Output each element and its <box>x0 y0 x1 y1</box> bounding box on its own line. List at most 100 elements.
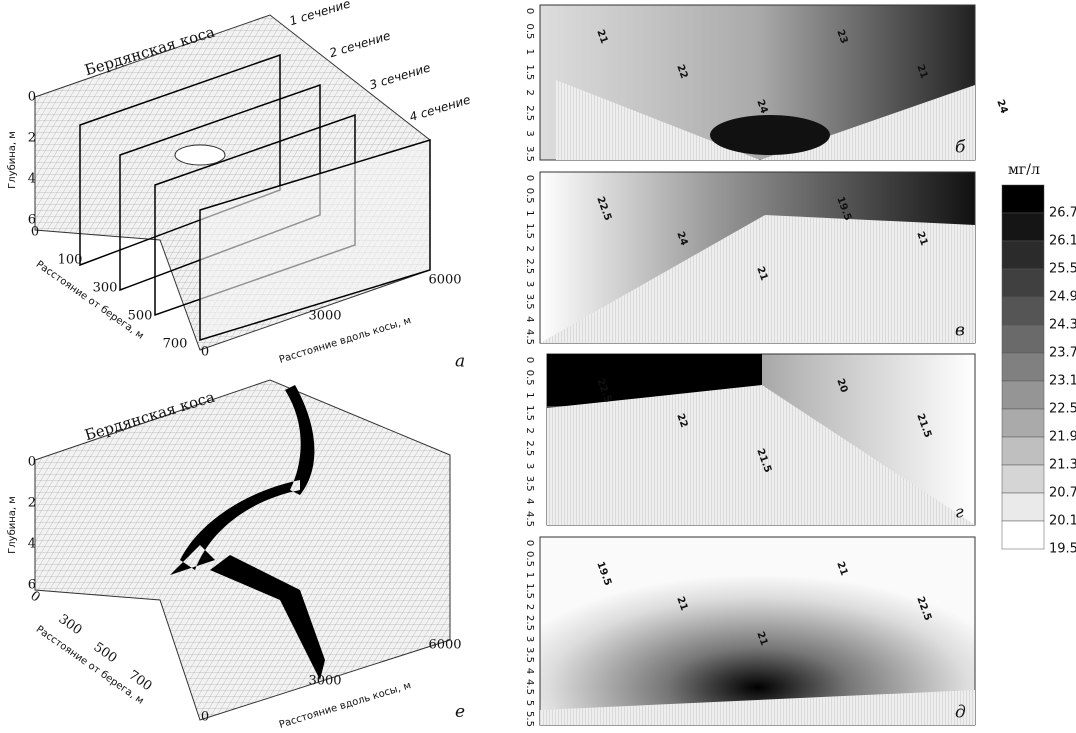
panel-letter: д <box>955 703 966 723</box>
colorbar-swatch <box>1002 297 1044 325</box>
depth-tick: 2 <box>524 245 535 251</box>
depth-tick: 2 <box>524 427 535 433</box>
x-label: Расстояние вдоль косы, м <box>278 315 413 366</box>
x-tick: 0 <box>201 345 209 360</box>
x-tick: 3000 <box>308 674 341 689</box>
x-tick: 3000 <box>308 309 341 324</box>
colorbar-swatch <box>1002 185 1044 213</box>
depth-tick: 1 <box>524 49 535 55</box>
depth-tick: 0.5 <box>524 23 535 39</box>
colorbar-tick: 23.1 <box>1049 374 1076 389</box>
depth-tick: 0.5 <box>524 370 535 386</box>
depth-tick: 5.5 <box>524 711 535 727</box>
colorbar-swatch <box>1002 493 1044 521</box>
depth-tick: 3.5 <box>524 294 535 310</box>
depth-tick: 4 <box>524 316 535 322</box>
depth-tick: 3.5 <box>524 476 535 492</box>
contour-label: 24 <box>994 98 1009 115</box>
y-tick: 500 <box>128 309 153 324</box>
colorbar-swatch <box>1002 325 1044 353</box>
z-tick: 4 <box>28 537 36 552</box>
y-label: Расстояние от берега, м <box>34 624 146 707</box>
depth-tick: 3.5 <box>524 146 535 162</box>
panel-letter: г <box>955 503 964 523</box>
depth-tick: 4.5 <box>524 679 535 695</box>
depth-tick: 2 <box>524 604 535 610</box>
x-tick: 6000 <box>428 273 461 288</box>
section-label: 2 сечение <box>328 28 392 60</box>
depth-tick: 2.5 <box>524 258 535 274</box>
z-tick: 2 <box>28 496 36 511</box>
y-tick: 700 <box>163 337 188 352</box>
section-label: 3 сечение <box>368 60 432 92</box>
depth-tick: 4 <box>524 498 535 504</box>
figure: Бердянская косаа0246Глубина, м0100300500… <box>0 0 1076 729</box>
depth-tick: 3 <box>524 636 535 642</box>
colorbar-swatch <box>1002 521 1044 549</box>
section-label: 1 сечение <box>288 0 352 28</box>
depth-tick: 4.5 <box>524 511 535 527</box>
depth-tick: 0 <box>524 175 535 181</box>
z-tick: 0 <box>28 455 36 470</box>
colorbar-swatch <box>1002 269 1044 297</box>
colorbar-tick: 25.5 <box>1049 262 1076 277</box>
depth-tick: 3 <box>524 463 535 469</box>
colorbar-swatch <box>1002 409 1044 437</box>
panel-letter: а <box>455 352 465 372</box>
depth-tick: 1.5 <box>524 583 535 599</box>
panel-letter: е <box>455 702 465 722</box>
colorbar-unit: мг/л <box>1008 162 1040 178</box>
y-tick: 100 <box>58 253 83 268</box>
depth-tick: 1 <box>524 392 535 398</box>
z-tick: 0 <box>28 90 36 105</box>
depth-tick: 1 <box>524 210 535 216</box>
colorbar-tick: 20.7 <box>1049 486 1076 501</box>
colorbar-tick: 19.5 <box>1049 542 1076 557</box>
colorbar-tick: 22.5 <box>1049 402 1076 417</box>
y-tick: 300 <box>93 281 118 296</box>
depth-tick: 3 <box>524 281 535 287</box>
y-tick: 0 <box>31 225 39 240</box>
depth-tick: 2 <box>524 90 535 96</box>
section-label: 4 сечение <box>408 92 472 124</box>
colorbar-swatch <box>1002 465 1044 493</box>
colorbar-swatch <box>1002 353 1044 381</box>
depth-tick: 3.5 <box>524 647 535 663</box>
depth-tick: 4 <box>524 668 535 674</box>
y-label: Расстояние от берега, м <box>34 259 146 342</box>
colorbar-tick: 23.7 <box>1049 346 1076 361</box>
colorbar-tick: 26.7 <box>1049 206 1076 221</box>
colorbar-swatch <box>1002 437 1044 465</box>
depth-tick: 1.5 <box>524 64 535 80</box>
depth-tick: 4.5 <box>524 329 535 345</box>
colorbar-tick: 26.1 <box>1049 234 1076 249</box>
panel-letter: в <box>955 321 965 341</box>
colorbar-tick: 20.1 <box>1049 514 1076 529</box>
z-tick: 2 <box>28 131 36 146</box>
colorbar-swatch <box>1002 381 1044 409</box>
depth-tick: 0 <box>524 357 535 363</box>
x-tick: 6000 <box>428 638 461 653</box>
colorbar-tick: 21.3 <box>1049 458 1076 473</box>
depth-tick: 0.5 <box>524 188 535 204</box>
depth-tick: 2.5 <box>524 440 535 456</box>
x-tick: 0 <box>201 710 209 725</box>
colorbar-tick: 24.9 <box>1049 290 1076 305</box>
panel-letter: б <box>955 138 966 158</box>
z-label: Глубина, м <box>7 496 18 554</box>
colorbar-swatch <box>1002 213 1044 241</box>
depth-tick: 1.5 <box>524 405 535 421</box>
contour-g <box>547 354 975 525</box>
colorbar-tick: 21.9 <box>1049 430 1076 445</box>
colorbar-tick: 24.3 <box>1049 318 1076 333</box>
depth-tick: 5 <box>524 700 535 706</box>
depth-tick: 3 <box>524 130 535 136</box>
z-tick: 4 <box>28 172 36 187</box>
depth-tick: 0 <box>524 540 535 546</box>
depth-tick: 0 <box>524 8 535 14</box>
depth-tick: 1 <box>524 572 535 578</box>
depth-tick: 2.5 <box>524 615 535 631</box>
depth-tick: 2.5 <box>524 105 535 121</box>
colorbar-swatch <box>1002 241 1044 269</box>
z-label: Глубина, м <box>7 131 18 189</box>
